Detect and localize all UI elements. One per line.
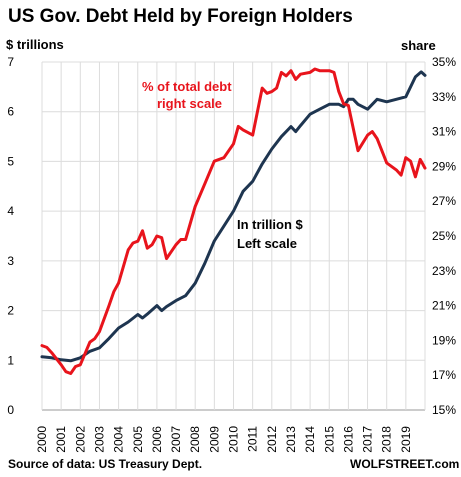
y2-tick-label: 15% (432, 403, 456, 417)
x-tick-label: 2003 (92, 426, 106, 453)
series-lines (40, 67, 427, 375)
y2-tick-label: 31% (432, 125, 456, 139)
x-tick-label: 2018 (380, 426, 394, 453)
annotation-amount-1: In trillion $ (237, 217, 303, 232)
y2-tick-label: 25% (432, 229, 456, 243)
chart-title: US Gov. Debt Held by Foreign Holders (8, 6, 353, 27)
y2-tick-label: 35% (432, 55, 456, 69)
y2-tick-label: 23% (432, 264, 456, 278)
x-tick-label: 2015 (322, 426, 336, 453)
y2-tick-label: 19% (432, 333, 456, 347)
left-axis-unit: $ trillions (6, 37, 64, 52)
x-tick-label: 2000 (35, 426, 49, 453)
y2-tick-label: 21% (432, 299, 456, 313)
x-tick-label: 2002 (73, 426, 87, 453)
y2-tick-label: 33% (432, 90, 456, 104)
source-note: Source of data: US Treasury Dept. (8, 457, 203, 471)
y-tick-label: 7 (7, 55, 14, 69)
annotation-share-1: % of total debt (142, 79, 232, 94)
series-line-amount (40, 70, 427, 363)
right-axis-unit: share (401, 38, 436, 53)
x-tick-label: 2013 (284, 426, 298, 453)
annotation-share-2: right scale (157, 96, 222, 111)
x-tick-label: 2012 (265, 426, 279, 453)
y2-axis-labels: 15% 17% 19% 21% 23% 25% 27% 29% 31% 33% 35% (432, 55, 456, 417)
x-tick-label: 2005 (131, 426, 145, 453)
y2-tick-label: 27% (432, 194, 456, 208)
x-tick-label: 2010 (227, 426, 241, 453)
y-tick-label: 3 (7, 254, 14, 268)
series-line-share (40, 67, 427, 375)
y-tick-label: 5 (7, 154, 14, 168)
y-axis-labels: 0 1 2 3 4 5 6 7 (7, 55, 14, 417)
x-axis-labels: 2000 2001 2002 2003 2004 2005 2006 2007 2008 2009… (35, 426, 413, 453)
x-tick-label: 2017 (361, 426, 375, 453)
x-tick-label: 2016 (341, 426, 355, 453)
y-tick-label: 2 (7, 304, 14, 318)
y-tick-label: 1 (7, 353, 14, 367)
y2-tick-label: 29% (432, 159, 456, 173)
y2-tick-label: 17% (432, 368, 456, 382)
gridlines (41, 61, 426, 411)
brand-label: WOLFSTREET.com (350, 457, 460, 471)
annotation-amount-2: Left scale (237, 236, 297, 251)
x-tick-label: 2014 (303, 426, 317, 453)
x-tick-label: 2001 (54, 426, 68, 453)
x-tick-label: 2007 (169, 426, 183, 453)
x-tick-label: 2008 (188, 426, 202, 453)
x-tick-label: 2011 (246, 426, 260, 452)
y-tick-label: 4 (7, 204, 14, 218)
y-tick-label: 0 (7, 403, 14, 417)
x-tick-label: 2006 (150, 426, 164, 453)
x-tick-label: 2019 (399, 426, 413, 453)
x-tick-label: 2009 (207, 426, 221, 453)
y-tick-label: 6 (7, 105, 14, 119)
x-tick-label: 2004 (112, 426, 126, 453)
